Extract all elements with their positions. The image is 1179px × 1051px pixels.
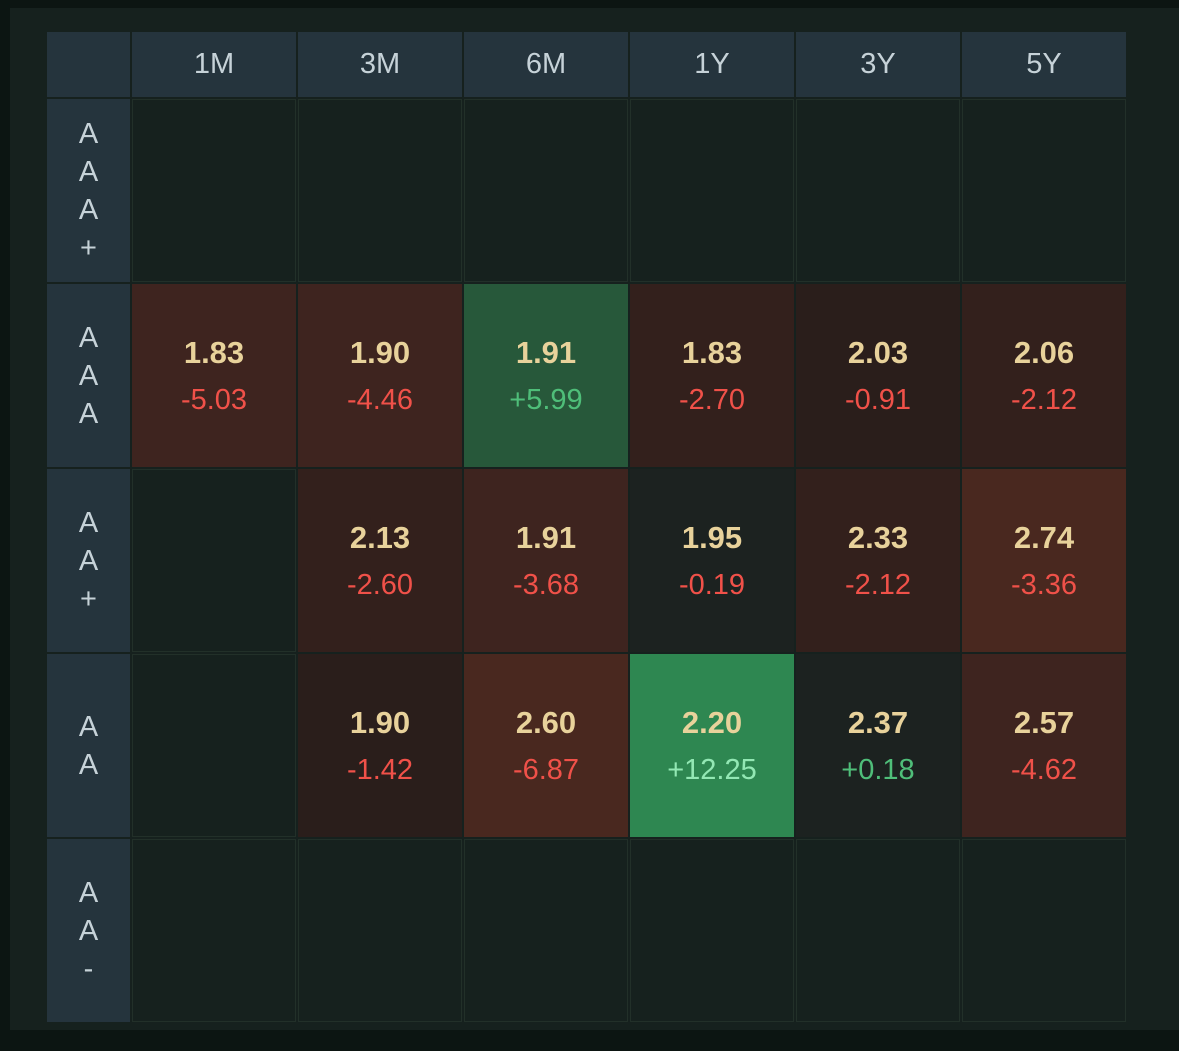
cell-aa-plus-6m[interactable]: 1.91 -3.68 <box>464 469 628 652</box>
cell-change: -4.62 <box>1010 753 1078 786</box>
cell-aa-minus-3m <box>298 839 462 1022</box>
column-header-6m: 6M <box>464 32 628 97</box>
cell-change: -6.87 <box>512 753 580 786</box>
cell-value: 2.37 <box>847 704 909 740</box>
cell-aa-plus-1y[interactable]: 1.95 -0.19 <box>630 469 794 652</box>
cell-aaa-1y[interactable]: 1.83 -2.70 <box>630 284 794 467</box>
cell-aaa-plus-3y <box>796 99 960 282</box>
row-header-aa-minus: AA- <box>47 839 130 1022</box>
row-header-label: AAA+ <box>78 117 99 264</box>
column-header-1m: 1M <box>132 32 296 97</box>
cell-aa-1m <box>132 654 296 837</box>
cell-value: 1.83 <box>681 334 743 370</box>
cell-aa-minus-6m <box>464 839 628 1022</box>
cell-value: 2.60 <box>515 704 577 740</box>
cell-aa-plus-5y[interactable]: 2.74 -3.36 <box>962 469 1126 652</box>
cell-aa-minus-1m <box>132 839 296 1022</box>
cell-aaa-5y[interactable]: 2.06 -2.12 <box>962 284 1126 467</box>
column-header-3y: 3Y <box>796 32 960 97</box>
column-header-3m: 3M <box>298 32 462 97</box>
cell-change: +5.99 <box>509 383 583 416</box>
row-header-label: AA- <box>78 876 99 985</box>
cell-aa-plus-1m <box>132 469 296 652</box>
cell-change: -2.60 <box>346 568 414 601</box>
row-header-aa-plus: AA+ <box>47 469 130 652</box>
cell-value: 2.57 <box>1013 704 1075 740</box>
cell-value: 1.91 <box>515 519 577 555</box>
cell-value: 1.95 <box>681 519 743 555</box>
cell-value: 2.13 <box>349 519 411 555</box>
cell-aaa-3y[interactable]: 2.03 -0.91 <box>796 284 960 467</box>
cell-aa-6m[interactable]: 2.60 -6.87 <box>464 654 628 837</box>
cell-change: -0.91 <box>844 383 912 416</box>
cell-change: -2.12 <box>844 568 912 601</box>
row-header-label: AAA <box>78 321 99 430</box>
cell-aaa-plus-1m <box>132 99 296 282</box>
cell-aa-minus-5y <box>962 839 1126 1022</box>
cell-change: -0.19 <box>678 568 746 601</box>
cell-value: 1.90 <box>349 334 411 370</box>
row-header-aaa: AAA <box>47 284 130 467</box>
cell-change: -2.70 <box>678 383 746 416</box>
row-header-label: AA <box>78 710 99 781</box>
cell-change: -3.36 <box>1010 568 1078 601</box>
cell-aaa-plus-5y <box>962 99 1126 282</box>
cell-value: 2.06 <box>1013 334 1075 370</box>
cell-aa-minus-3y <box>796 839 960 1022</box>
cell-value: 1.83 <box>183 334 245 370</box>
cell-aaa-plus-1y <box>630 99 794 282</box>
cell-aa-3m[interactable]: 1.90 -1.42 <box>298 654 462 837</box>
cell-aaa-plus-3m <box>298 99 462 282</box>
cell-aa-5y[interactable]: 2.57 -4.62 <box>962 654 1126 837</box>
cell-aa-1y[interactable]: 2.20 +12.25 <box>630 654 794 837</box>
row-header-label: AA+ <box>78 506 99 615</box>
cell-aaa-plus-6m <box>464 99 628 282</box>
column-header-5y: 5Y <box>962 32 1126 97</box>
cell-change: -2.12 <box>1010 383 1078 416</box>
cell-aa-3y[interactable]: 2.37 +0.18 <box>796 654 960 837</box>
rates-heatmap: 1M 3M 6M 1Y 3Y 5Y AAA+ AAA 1.83 -5.03 1.… <box>47 32 1126 1022</box>
cell-aaa-1m[interactable]: 1.83 -5.03 <box>132 284 296 467</box>
cell-aa-minus-1y <box>630 839 794 1022</box>
cell-aa-plus-3m[interactable]: 2.13 -2.60 <box>298 469 462 652</box>
cell-change: +0.18 <box>841 753 915 786</box>
cell-change: -4.46 <box>346 383 414 416</box>
cell-value: 2.20 <box>681 704 743 740</box>
row-header-aaa-plus: AAA+ <box>47 99 130 282</box>
rates-panel: 1M 3M 6M 1Y 3Y 5Y AAA+ AAA 1.83 -5.03 1.… <box>10 8 1179 1030</box>
column-header-1y: 1Y <box>630 32 794 97</box>
cell-value: 1.91 <box>515 334 577 370</box>
cell-aa-plus-3y[interactable]: 2.33 -2.12 <box>796 469 960 652</box>
cell-change: -5.03 <box>180 383 248 416</box>
corner-header-cell <box>47 32 130 97</box>
cell-value: 1.90 <box>349 704 411 740</box>
cell-change: -3.68 <box>512 568 580 601</box>
cell-value: 2.33 <box>847 519 909 555</box>
cell-change: +12.25 <box>667 753 757 786</box>
cell-value: 2.03 <box>847 334 909 370</box>
cell-aaa-3m[interactable]: 1.90 -4.46 <box>298 284 462 467</box>
cell-aaa-6m[interactable]: 1.91 +5.99 <box>464 284 628 467</box>
cell-value: 2.74 <box>1013 519 1075 555</box>
cell-change: -1.42 <box>346 753 414 786</box>
row-header-aa: AA <box>47 654 130 837</box>
